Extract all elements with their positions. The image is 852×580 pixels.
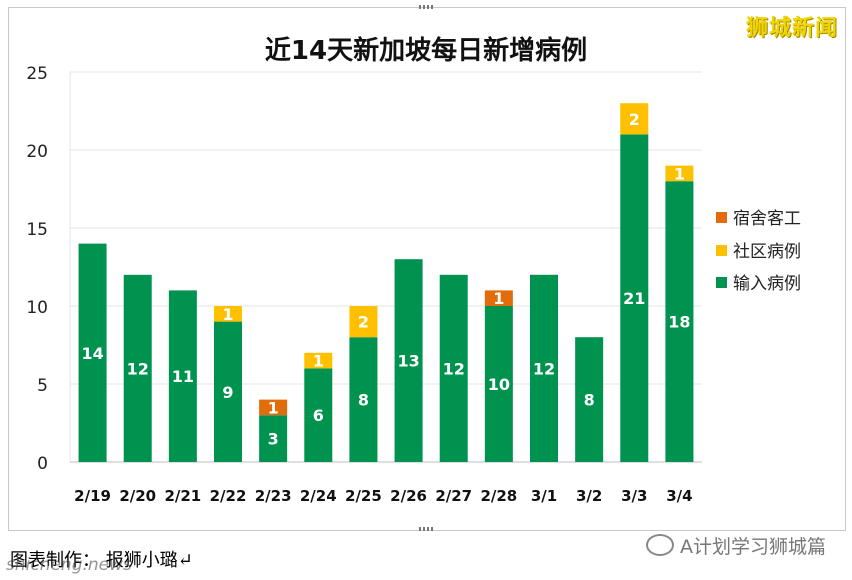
data-label: 6: [313, 406, 324, 425]
x-tick-label: 2/20: [119, 487, 156, 505]
legend-swatch-community: [716, 245, 727, 256]
data-label: 13: [397, 352, 419, 371]
bar-imported: [530, 274, 558, 462]
data-label: 1: [493, 289, 504, 308]
data-label: 2: [358, 313, 369, 332]
data-label: 12: [443, 359, 465, 378]
x-tick-label: 2/19: [74, 487, 111, 505]
legend-label-imported: 输入病例: [733, 274, 801, 294]
bar-community: [349, 306, 378, 338]
y-tick-label: 0: [37, 454, 48, 474]
watermark-logo: 狮城新闻: [745, 16, 838, 41]
bar-imported: [665, 181, 694, 462]
x-tick-label: 2/22: [210, 487, 247, 505]
legend-swatch-imported: [716, 277, 727, 288]
data-label: 8: [584, 391, 595, 410]
data-label: 1: [674, 164, 685, 183]
x-tick-label: 3/4: [666, 487, 692, 505]
data-label: 9: [222, 383, 233, 402]
x-tick-label: 2/23: [255, 487, 292, 505]
legend-swatch-dorm: [716, 212, 727, 223]
legend-label-community: 社区病例: [733, 242, 801, 262]
source-watermark: shicheng.news: [6, 555, 132, 575]
x-tick-label: 3/2: [576, 487, 602, 505]
data-label: 3: [268, 430, 279, 449]
data-label: 21: [623, 289, 645, 308]
data-label: 11: [172, 367, 194, 386]
y-tick-label: 10: [26, 298, 48, 318]
legend-item-imported: 输入病例: [716, 269, 801, 294]
y-tick-label: 15: [26, 220, 48, 240]
x-tick-label: 2/26: [390, 487, 427, 505]
y-tick-label: 20: [26, 142, 48, 162]
bar-imported: [214, 321, 242, 462]
data-label: 1: [268, 398, 279, 417]
x-tick-label: 2/27: [435, 487, 472, 505]
account-label: A计划学习狮城篇: [646, 532, 826, 559]
bar-community: [214, 306, 242, 322]
bar-dorm: [259, 399, 288, 416]
bar-imported: [259, 415, 288, 462]
bar-dorm: [484, 290, 513, 306]
bar-community: [620, 103, 649, 135]
x-tick-label: 2/21: [164, 487, 201, 505]
resize-handle-bottom[interactable]: [419, 527, 433, 531]
bar-imported: [168, 290, 197, 462]
data-label: 8: [358, 391, 369, 410]
data-label: 14: [81, 344, 103, 363]
legend-label-dorm: 宿舍客工: [733, 209, 801, 229]
bar-imported: [349, 337, 378, 462]
resize-handle-top[interactable]: [419, 5, 433, 9]
account-name: A计划学习狮城篇: [680, 536, 826, 558]
data-label: 18: [668, 313, 690, 332]
bar-imported: [78, 243, 107, 462]
caption: 图表制作： 报狮小璐↵: [10, 550, 193, 571]
legend-item-community: 社区病例: [716, 237, 801, 262]
bar-imported: [484, 306, 513, 462]
data-label: 2: [629, 110, 640, 129]
x-tick-label: 3/1: [531, 487, 557, 505]
data-label: 12: [127, 359, 149, 378]
legend-item-dorm: 宿舍客工: [716, 204, 801, 229]
data-label: 1: [222, 305, 233, 324]
bar-imported: [575, 337, 604, 462]
bar-imported: [394, 259, 423, 462]
y-tick-label: 25: [26, 64, 48, 84]
bar-community: [304, 352, 333, 369]
data-label: 1: [313, 352, 324, 371]
x-tick-label: 2/24: [300, 487, 337, 505]
bar-imported: [439, 274, 468, 462]
bar-imported: [304, 368, 333, 462]
data-label: 10: [488, 375, 510, 394]
chart-title: 近14天新加坡每日新增病例: [264, 36, 588, 66]
bar-imported: [620, 134, 649, 462]
bar-imported: [123, 274, 152, 462]
x-tick-label: 2/28: [480, 487, 517, 505]
x-tick-label: 3/3: [621, 487, 647, 505]
y-tick-label: 5: [37, 376, 48, 396]
bar-community: [665, 165, 694, 182]
x-tick-label: 2/25: [345, 487, 382, 505]
data-label: 12: [533, 359, 555, 378]
wechat-icon: [646, 534, 674, 556]
